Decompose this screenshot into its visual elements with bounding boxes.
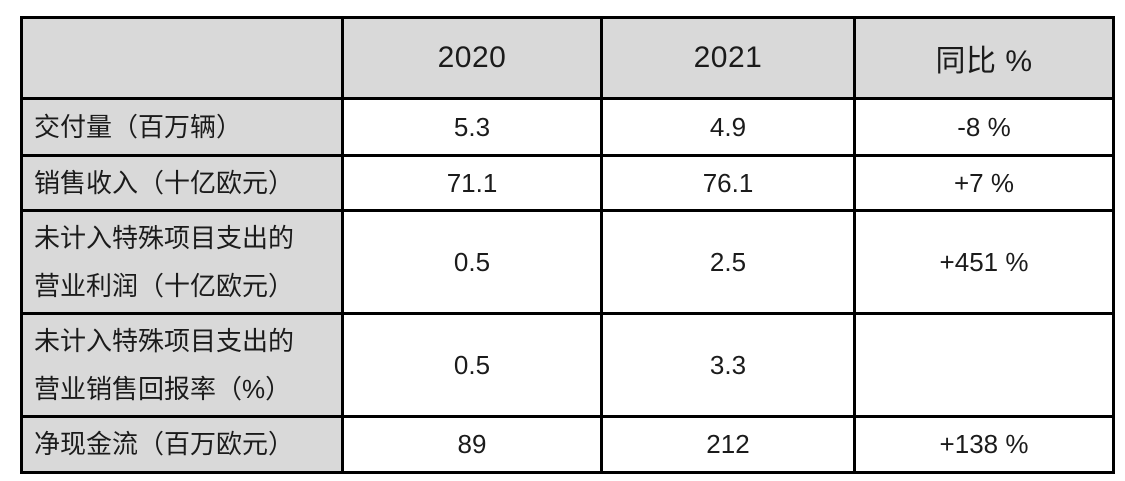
cell-operating-profit-yoy: +451 % bbox=[853, 209, 1115, 316]
row-label-revenue: 销售收入（十亿欧元） bbox=[20, 153, 344, 213]
table-row-revenue: 销售收入（十亿欧元） 71.1 76.1 +7 % bbox=[20, 153, 1115, 213]
cell-return-on-sales-2021: 3.3 bbox=[600, 312, 856, 419]
row-label-operating-profit: 未计入特殊项目支出的 营业利润（十亿欧元） bbox=[20, 209, 344, 316]
row-label-net-cash-flow: 净现金流（百万欧元） bbox=[20, 415, 344, 474]
cell-net-cash-flow-2021: 212 bbox=[600, 415, 856, 474]
cell-return-on-sales-2020: 0.5 bbox=[341, 312, 603, 419]
header-yoy-percent: 同比 % bbox=[853, 16, 1115, 100]
header-2021: 2021 bbox=[600, 16, 856, 100]
cell-deliveries-2021: 4.9 bbox=[600, 97, 856, 157]
table-row-deliveries: 交付量（百万辆） 5.3 4.9 -8 % bbox=[20, 97, 1115, 157]
financial-results-table: 2020 2021 同比 % 交付量（百万辆） 5.3 4.9 -8 % 销售收… bbox=[20, 16, 1115, 474]
table-row-operating-profit: 未计入特殊项目支出的 营业利润（十亿欧元） 0.5 2.5 +451 % bbox=[20, 209, 1115, 316]
cell-revenue-2021: 76.1 bbox=[600, 153, 856, 213]
cell-operating-profit-2021: 2.5 bbox=[600, 209, 856, 316]
cell-deliveries-2020: 5.3 bbox=[341, 97, 603, 157]
cell-deliveries-yoy: -8 % bbox=[853, 97, 1115, 157]
header-row: 2020 2021 同比 % bbox=[20, 16, 1115, 100]
header-2020: 2020 bbox=[341, 16, 603, 100]
header-empty-cell bbox=[20, 16, 344, 100]
cell-revenue-yoy: +7 % bbox=[853, 153, 1115, 213]
table-row-return-on-sales: 未计入特殊项目支出的 营业销售回报率（%） 0.5 3.3 bbox=[20, 312, 1115, 419]
cell-return-on-sales-yoy bbox=[853, 312, 1115, 419]
cell-net-cash-flow-yoy: +138 % bbox=[853, 415, 1115, 474]
cell-operating-profit-2020: 0.5 bbox=[341, 209, 603, 316]
table-row-net-cash-flow: 净现金流（百万欧元） 89 212 +138 % bbox=[20, 415, 1115, 474]
row-label-deliveries: 交付量（百万辆） bbox=[20, 97, 344, 157]
row-label-return-on-sales: 未计入特殊项目支出的 营业销售回报率（%） bbox=[20, 312, 344, 419]
cell-revenue-2020: 71.1 bbox=[341, 153, 603, 213]
cell-net-cash-flow-2020: 89 bbox=[341, 415, 603, 474]
